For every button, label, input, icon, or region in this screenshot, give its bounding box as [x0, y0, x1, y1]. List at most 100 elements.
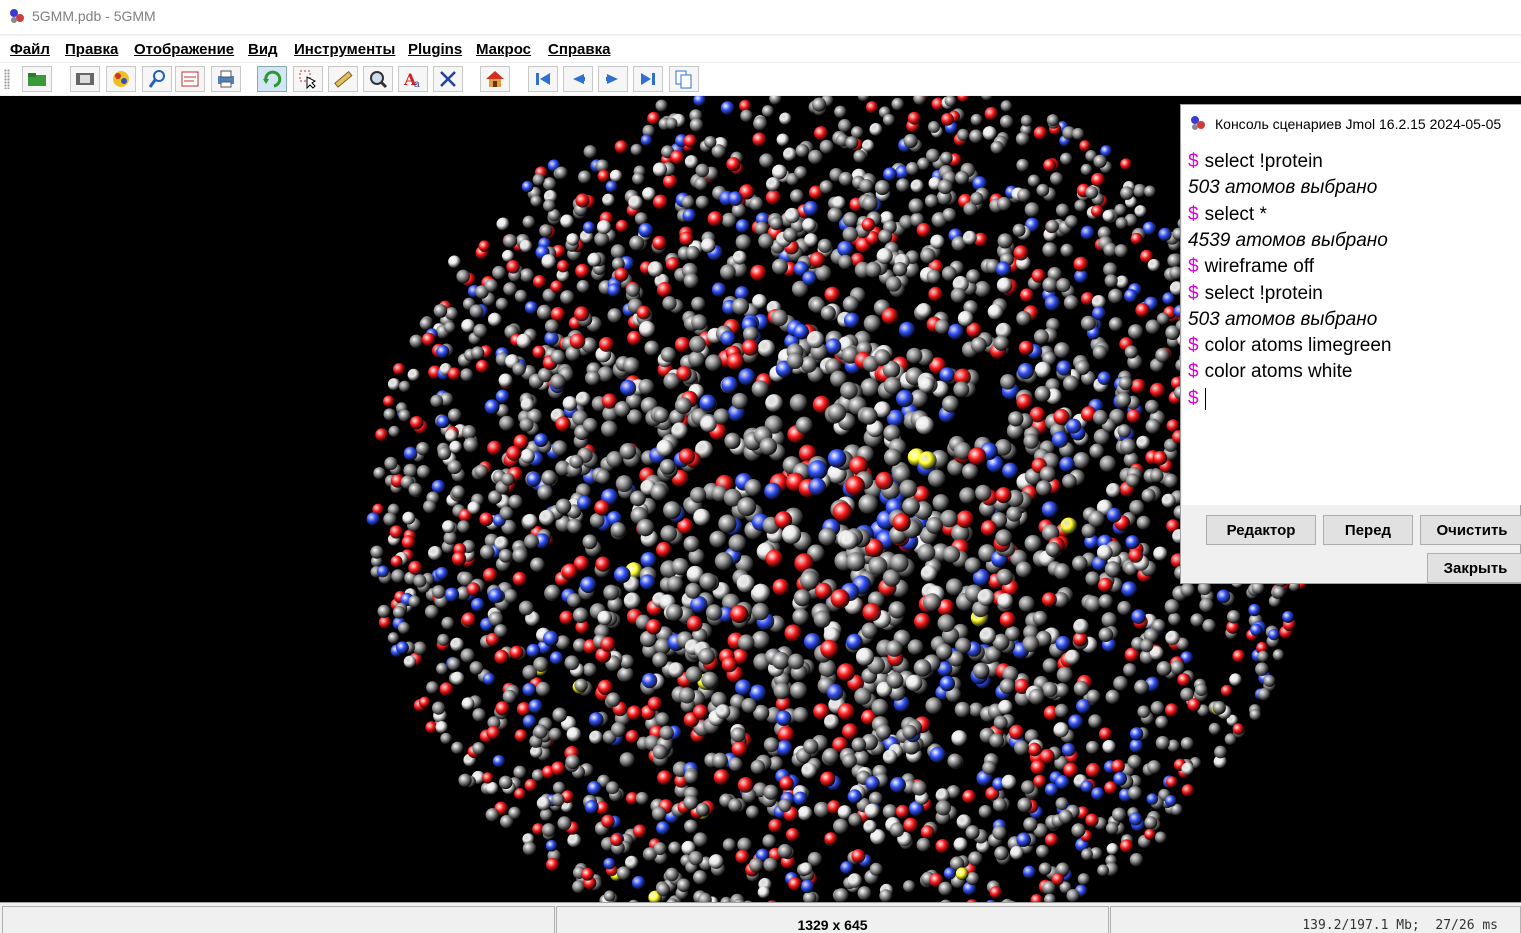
atom-sphere [565, 655, 580, 670]
rotate-icon[interactable] [257, 66, 287, 92]
atom-sphere [712, 753, 728, 769]
atom-sphere [641, 552, 657, 568]
console-line-text: 4539 атомов выбрано [1188, 230, 1388, 251]
menu-help[interactable]: Справка [548, 41, 610, 58]
atom-sphere [656, 821, 670, 835]
zoom-icon[interactable] [363, 66, 393, 92]
atom-sphere [879, 889, 892, 902]
atom-sphere [1037, 184, 1050, 197]
atom-sphere [956, 868, 969, 881]
jmol-console-icon [1189, 114, 1207, 132]
clear-button[interactable]: Очистить [1420, 515, 1521, 545]
pick-icon[interactable] [293, 66, 323, 92]
atom-sphere [1020, 288, 1034, 302]
toolbar-grip[interactable] [4, 69, 10, 89]
measure-icon[interactable] [328, 66, 358, 92]
atom-sphere [606, 692, 620, 706]
atom-sphere [936, 839, 950, 853]
atom-sphere [596, 470, 611, 485]
atom-sphere [778, 799, 791, 812]
atom-sphere [1091, 205, 1103, 217]
console-result-line: 503 атомов выбрано [1188, 177, 1377, 199]
open-file-icon[interactable] [22, 66, 52, 92]
menu-display[interactable]: Отображение [134, 41, 234, 58]
menu-view[interactable]: Вид [248, 41, 278, 58]
atom-sphere [851, 849, 865, 863]
atom-sphere [1150, 383, 1165, 398]
atom-sphere [595, 557, 610, 572]
atom-sphere [513, 572, 527, 586]
atom-sphere [565, 755, 579, 769]
close-button[interactable]: Закрыть [1427, 553, 1521, 583]
atom-sphere [994, 336, 1009, 351]
atom-sphere [749, 197, 763, 211]
atom-sphere [1153, 451, 1167, 465]
export-image-icon[interactable] [70, 66, 100, 92]
copy-icon[interactable] [669, 66, 699, 92]
script-editor-icon[interactable] [175, 66, 205, 92]
atom-sphere [700, 416, 716, 432]
atom-sphere [883, 167, 897, 181]
console-input-line[interactable]: $ [1188, 388, 1206, 410]
atom-sphere [721, 101, 735, 115]
home-icon[interactable] [480, 66, 510, 92]
menu-file[interactable]: Файл [10, 41, 50, 58]
axes-icon[interactable] [433, 66, 463, 92]
menu-macros[interactable]: Макрос [476, 41, 531, 58]
atom-sphere [485, 279, 498, 292]
menu-plugins[interactable]: Plugins [408, 41, 462, 58]
rendering-icon[interactable] [106, 66, 136, 92]
first-frame-icon[interactable] [528, 66, 558, 92]
atom-sphere [1072, 128, 1084, 140]
atom-sphere [668, 842, 681, 855]
atom-sphere [600, 637, 615, 652]
atom-sphere [533, 346, 546, 359]
atom-sphere [520, 268, 534, 282]
atom-sphere [1166, 776, 1178, 788]
atom-sphere [971, 337, 987, 353]
menu-edit[interactable]: Правка [65, 41, 118, 58]
atom-sphere [1177, 673, 1190, 686]
atom-sphere [496, 298, 509, 311]
atom-sphere [499, 776, 512, 789]
atom-sphere [617, 866, 631, 880]
editor-button[interactable]: Редактор [1206, 515, 1316, 545]
atom-sphere [523, 715, 537, 729]
atom-sphere [742, 339, 759, 356]
atom-sphere [1056, 278, 1070, 292]
atom-sphere [827, 684, 844, 701]
atom-sphere [501, 473, 514, 486]
atom-sphere [1098, 578, 1113, 593]
atom-sphere [560, 290, 574, 304]
atom-sphere [896, 805, 910, 819]
atom-sphere [583, 221, 595, 233]
atom-sphere [470, 304, 484, 318]
last-frame-icon[interactable] [633, 66, 663, 92]
atom-sphere [654, 842, 667, 855]
atom-sphere [384, 457, 397, 470]
atom-sphere [679, 687, 695, 703]
atom-sphere [1229, 673, 1241, 685]
history-button[interactable]: Перед [1323, 515, 1413, 545]
atom-sphere [750, 265, 766, 281]
previous-frame-icon[interactable] [563, 66, 593, 92]
atom-sphere [996, 487, 1012, 503]
print-icon[interactable] [211, 66, 241, 92]
atom-sphere [870, 123, 883, 136]
atom-sphere [383, 396, 395, 408]
menu-tools[interactable]: Инструменты [294, 41, 395, 58]
inspect-icon[interactable] [142, 66, 172, 92]
atom-sphere [389, 426, 400, 437]
atom-sphere [417, 465, 430, 478]
atom-sphere [1129, 500, 1144, 515]
atom-sphere [1055, 704, 1069, 718]
atom-sphere [657, 282, 672, 297]
atom-sphere [947, 754, 962, 769]
atom-sphere [1029, 689, 1045, 705]
atom-sphere [746, 806, 759, 819]
atom-sphere [846, 136, 859, 149]
atom-sphere [1119, 376, 1133, 390]
next-frame-icon[interactable] [598, 66, 628, 92]
